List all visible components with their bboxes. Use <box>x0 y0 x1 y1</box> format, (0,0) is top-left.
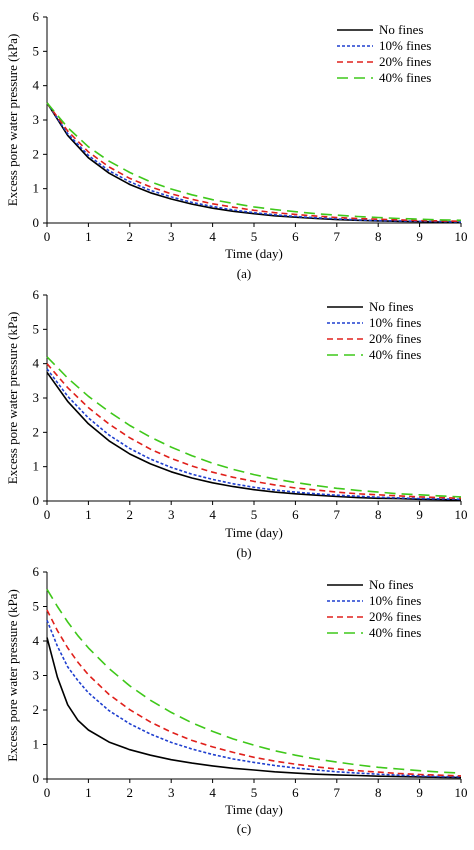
x-axis-title: Time (day) <box>225 525 283 540</box>
series-line <box>46 371 462 501</box>
y-tick-label: 6 <box>33 287 40 302</box>
x-tick-label: 5 <box>251 229 258 244</box>
x-tick-label: 0 <box>44 785 51 800</box>
series-line <box>46 102 462 223</box>
y-axis-title: Excess pore water pressure (kPa) <box>5 312 20 485</box>
y-tick-label: 1 <box>33 737 40 752</box>
legend-label: 40% fines <box>369 347 421 362</box>
chart-panel-1: 0 1 2 3 4 5 6 0 1 2 3 4 5 6 7 8 9 10 Time (day) Excess pore… <box>5 9 468 281</box>
legend-label: No fines <box>379 22 423 37</box>
x-tick-label: 9 <box>416 507 423 522</box>
x-tick-label: 5 <box>251 507 258 522</box>
series-line <box>46 609 462 777</box>
y-tick-label: 0 <box>33 493 40 508</box>
series-line <box>46 102 462 222</box>
x-tick-label: 1 <box>85 785 92 800</box>
x-tick-label: 1 <box>85 507 92 522</box>
series-line <box>46 368 462 501</box>
y-tick-label: 5 <box>33 321 40 336</box>
legend-label: 20% fines <box>369 331 421 346</box>
x-tick-label: 2 <box>127 785 134 800</box>
y-axis-title: Excess pore water pressure (kPa) <box>5 589 20 762</box>
x-tick-label: 10 <box>455 507 468 522</box>
y-tick-label: 0 <box>33 215 40 230</box>
legend-label: 40% fines <box>379 70 431 85</box>
x-tick-label: 10 <box>455 785 468 800</box>
chart-panel-3: 0 1 2 3 4 5 6 0 1 2 3 4 5 6 7 8 9 10 Time (day) Excess pore… <box>5 564 468 836</box>
x-tick-label: 5 <box>251 785 258 800</box>
x-tick-label: 7 <box>334 229 341 244</box>
y-tick-label: 3 <box>33 112 40 127</box>
legend-label: No fines <box>369 577 413 592</box>
y-tick-label: 4 <box>33 356 40 371</box>
legend-label: 10% fines <box>379 38 431 53</box>
x-tick-label: 7 <box>334 785 341 800</box>
x-tick-label: 1 <box>85 229 92 244</box>
y-tick-label: 3 <box>33 668 40 683</box>
x-tick-label: 4 <box>209 507 216 522</box>
panel-caption: (a) <box>237 266 251 281</box>
panel-caption: (b) <box>236 545 251 560</box>
x-tick-label: 8 <box>375 785 382 800</box>
series-line <box>46 637 462 779</box>
x-tick-label: 3 <box>168 507 175 522</box>
x-tick-label: 9 <box>416 785 423 800</box>
x-tick-label: 9 <box>416 229 423 244</box>
legend-label: 20% fines <box>369 609 421 624</box>
x-axis-title: Time (day) <box>225 246 283 261</box>
x-tick-label: 8 <box>375 507 382 522</box>
series-line <box>46 102 462 224</box>
y-tick-label: 2 <box>33 146 40 161</box>
x-tick-label: 3 <box>168 785 175 800</box>
series-line <box>46 356 462 498</box>
y-tick-label: 1 <box>33 459 40 474</box>
x-tick-label: 4 <box>209 229 216 244</box>
x-tick-label: 2 <box>127 229 134 244</box>
y-tick-label: 5 <box>33 599 40 614</box>
x-tick-label: 3 <box>168 229 175 244</box>
legend-label: 10% fines <box>369 315 421 330</box>
x-tick-label: 2 <box>127 507 134 522</box>
series-line <box>46 588 462 774</box>
series-line <box>46 620 462 778</box>
y-tick-label: 4 <box>33 78 40 93</box>
x-tick-label: 4 <box>209 785 216 800</box>
x-tick-label: 6 <box>292 507 299 522</box>
x-tick-label: 0 <box>44 507 51 522</box>
x-tick-label: 0 <box>44 229 51 244</box>
legend-label: 20% fines <box>379 54 431 69</box>
y-axis-title: Excess pore water pressure (kPa) <box>5 34 20 207</box>
chart-panel-2: 0 1 2 3 4 5 6 0 1 2 3 4 5 6 7 8 9 10 Time (day) Excess pore… <box>5 287 468 560</box>
series-line <box>46 102 462 223</box>
legend-label: 40% fines <box>369 625 421 640</box>
x-tick-label: 7 <box>334 507 341 522</box>
legend-label: No fines <box>369 299 413 314</box>
x-tick-label: 6 <box>292 229 299 244</box>
panel-caption: (c) <box>237 821 251 836</box>
y-tick-label: 6 <box>33 9 40 24</box>
series-line <box>46 363 462 500</box>
legend-label: 10% fines <box>369 593 421 608</box>
y-tick-label: 5 <box>33 43 40 58</box>
x-tick-label: 10 <box>455 229 468 244</box>
y-tick-label: 6 <box>33 564 40 579</box>
y-tick-label: 0 <box>33 771 40 786</box>
y-tick-label: 2 <box>33 702 40 717</box>
y-tick-label: 1 <box>33 181 40 196</box>
y-tick-label: 3 <box>33 390 40 405</box>
x-axis-title: Time (day) <box>225 802 283 817</box>
x-tick-label: 8 <box>375 229 382 244</box>
y-tick-label: 4 <box>33 633 40 648</box>
y-tick-label: 2 <box>33 424 40 439</box>
x-tick-label: 6 <box>292 785 299 800</box>
